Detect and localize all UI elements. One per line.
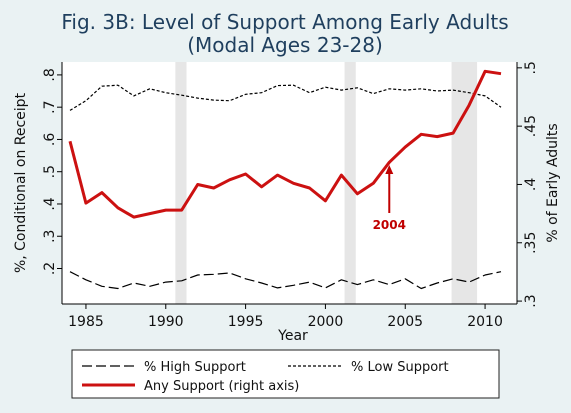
y-right-tick-label: .35 — [523, 232, 539, 254]
chart-title: Fig. 3B: Level of Support Among Early Ad… — [61, 10, 508, 34]
legend-label-any-support: Any Support (right axis) — [144, 379, 299, 394]
recession-band-3 — [451, 62, 478, 304]
y-right-tick-label: .5 — [523, 61, 539, 74]
x-tick-label: 2010 — [467, 314, 503, 330]
x-axis-title: Year — [277, 328, 308, 344]
legend-box — [71, 349, 500, 399]
y-right-tick-label: .4 — [523, 178, 539, 191]
y-left-tick-label: .4 — [42, 197, 58, 210]
series-line-high-support — [69, 271, 502, 290]
legend: % High Support % Low Support Any Support… — [71, 349, 500, 399]
y-right-tick-label: .45 — [523, 115, 539, 137]
series-line-low-support — [69, 84, 502, 111]
right-axis: .3 .35 .4 .45 .5 — [516, 61, 539, 308]
recession-band-1 — [175, 62, 187, 304]
annotation-2004-arrowhead — [385, 165, 394, 174]
y-left-tick-label: .7 — [42, 100, 58, 113]
y-left-tick-label: .5 — [42, 165, 58, 178]
legend-label-low-support: % Low Support — [351, 360, 449, 375]
x-tick-label: 1990 — [148, 314, 184, 330]
left-axis: .2 .3 .4 .5 .6 .7 .8 — [42, 62, 63, 304]
x-tick-label: 2000 — [308, 314, 344, 330]
x-axis: 1985 1990 1995 2000 2005 2010 — [62, 303, 517, 330]
x-tick-label: 2005 — [387, 314, 423, 330]
series-line-any-support — [68, 69, 502, 219]
y-left-tick-label: .3 — [42, 230, 58, 243]
recession-bands — [175, 62, 478, 304]
y-left-tick-label: .8 — [42, 68, 58, 81]
recession-band-2 — [344, 62, 356, 304]
plot-background — [62, 62, 517, 304]
y-left-axis-title: %, Conditional on Receipt — [13, 92, 29, 273]
x-tick-label: 1985 — [68, 314, 104, 330]
series-layer — [68, 69, 502, 290]
annotation-layer: 2004 — [373, 165, 406, 232]
y-right-axis-title: % of Early Adults — [545, 123, 561, 242]
y-left-tick-label: .2 — [42, 262, 58, 275]
legend-label-high-support: % High Support — [144, 360, 246, 375]
y-right-tick-label: .3 — [523, 294, 539, 307]
x-tick-label: 1995 — [228, 314, 264, 330]
y-left-tick-label: .6 — [42, 133, 58, 146]
chart-subtitle: (Modal Ages 23-28) — [187, 33, 383, 57]
plot-area: 2004 — [62, 62, 517, 304]
annotation-2004-label: 2004 — [373, 218, 406, 232]
